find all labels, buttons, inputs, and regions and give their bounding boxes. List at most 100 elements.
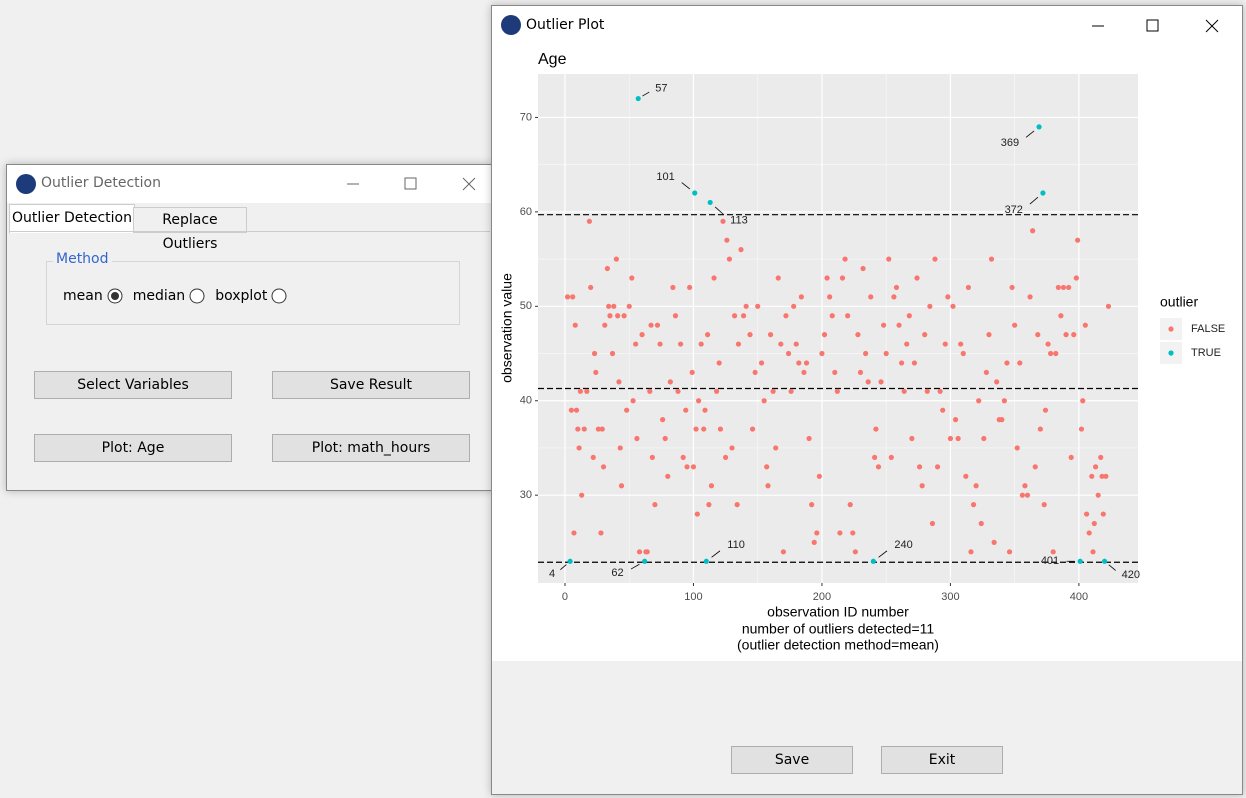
legend-label: FALSE (1191, 323, 1225, 335)
point (690, 464, 697, 470)
point (717, 426, 724, 432)
point (834, 388, 840, 394)
radio-option[interactable]: median (133, 288, 205, 304)
point (999, 417, 1005, 423)
point (740, 313, 747, 319)
radio-button[interactable] (271, 288, 287, 304)
point (600, 464, 607, 470)
point (570, 294, 576, 300)
point (901, 388, 907, 394)
point (796, 360, 802, 366)
point (788, 388, 794, 394)
button[interactable]: Plot: math_hours (272, 434, 470, 462)
button[interactable]: Save (731, 746, 853, 774)
point (1022, 483, 1028, 489)
point (780, 549, 786, 555)
point (665, 473, 671, 479)
point (898, 360, 905, 366)
point (1066, 284, 1072, 291)
label-leader (711, 550, 721, 558)
window-controls[interactable] (1082, 15, 1232, 37)
point (881, 322, 887, 328)
point (968, 549, 974, 555)
point (621, 313, 627, 319)
point (704, 332, 711, 338)
label-leader (630, 563, 640, 570)
point (1105, 303, 1112, 309)
legend-label: TRUE (1191, 347, 1221, 359)
title-bar: Outlier Plot (492, 6, 1242, 46)
point (716, 360, 722, 366)
point (670, 284, 676, 291)
radio-button[interactable] (189, 288, 205, 304)
point (564, 294, 571, 300)
point (793, 341, 799, 347)
x-tick-label: 400 (1070, 591, 1088, 603)
point (764, 464, 770, 470)
point-label: 57 (655, 82, 667, 94)
point (1055, 284, 1061, 291)
point (976, 398, 982, 404)
point (1101, 558, 1108, 564)
point (1089, 473, 1095, 479)
point (1050, 549, 1056, 555)
point (1017, 360, 1023, 366)
point (657, 341, 663, 347)
radio-option[interactable]: boxplot (215, 288, 287, 304)
point (832, 369, 838, 376)
point (803, 360, 810, 366)
x-axis-label: observation ID number (767, 604, 909, 620)
point (850, 530, 856, 536)
point (1012, 322, 1018, 328)
tab[interactable]: Outlier Detection (9, 204, 135, 233)
point (767, 332, 774, 338)
point (765, 483, 771, 489)
point (584, 388, 590, 394)
point (1082, 322, 1088, 328)
button[interactable]: Plot: Age (34, 434, 232, 462)
point (609, 350, 616, 357)
radio-button[interactable] (107, 288, 123, 304)
point (595, 426, 601, 432)
point (571, 530, 577, 536)
point (1001, 398, 1007, 404)
radio-label: median (132, 288, 186, 304)
point (1071, 332, 1077, 338)
radio-option[interactable]: mean (63, 288, 123, 304)
point (994, 379, 1000, 385)
point (749, 426, 756, 432)
button[interactable]: Select Variables (34, 371, 232, 399)
point (1068, 454, 1074, 461)
label-leader (642, 91, 650, 97)
point (618, 483, 625, 489)
point (1037, 426, 1043, 432)
button[interactable]: Exit (881, 746, 1003, 774)
point (891, 294, 897, 300)
point (581, 426, 587, 432)
point (626, 303, 632, 309)
point (644, 549, 650, 555)
point (752, 369, 758, 376)
point (1063, 332, 1069, 338)
x-tick-label: 100 (684, 591, 702, 603)
point (660, 417, 666, 423)
tab[interactable]: Replace Outliers (133, 207, 247, 252)
point (965, 284, 972, 291)
point (860, 265, 866, 272)
button[interactable]: Save Result (272, 371, 470, 399)
chart: Age 0 100 200 300 400 30 40 50 60 70 4 57 101 113 369 3… (499, 51, 1226, 652)
point (654, 322, 661, 328)
point (1100, 511, 1106, 517)
point (883, 350, 889, 357)
point (893, 284, 900, 291)
point (692, 190, 698, 196)
point (886, 256, 892, 262)
window-controls[interactable] (337, 173, 487, 195)
point (607, 313, 613, 319)
point (616, 379, 622, 385)
point (798, 294, 804, 300)
y-tick-label: 70 (520, 111, 532, 123)
point (773, 445, 779, 451)
point (1048, 350, 1054, 357)
tab-line (9, 231, 490, 232)
